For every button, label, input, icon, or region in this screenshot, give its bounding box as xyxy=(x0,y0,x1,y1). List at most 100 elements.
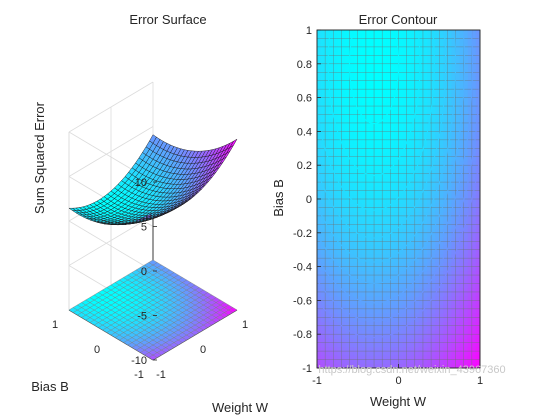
contour-cell xyxy=(467,42,473,48)
contour-cell xyxy=(475,89,481,94)
contour-cell xyxy=(361,249,367,255)
contour-cell xyxy=(467,338,473,344)
contour-cell xyxy=(390,30,395,35)
contour-cell xyxy=(406,228,412,234)
contour-cell xyxy=(467,232,473,238)
contour-cell xyxy=(443,169,448,175)
contour-cell xyxy=(349,110,355,115)
contour-cell xyxy=(337,55,342,60)
contour-cell xyxy=(402,258,408,263)
contour-cell xyxy=(414,30,420,35)
contour-cell xyxy=(414,156,420,162)
contour-cell xyxy=(349,325,355,331)
contour-cell xyxy=(345,266,350,272)
contour-cell xyxy=(459,321,465,327)
contour-cell xyxy=(414,329,420,335)
contour-cell xyxy=(378,220,383,225)
contour-cell xyxy=(386,177,391,183)
contour-cell xyxy=(471,160,477,166)
contour-cell xyxy=(325,101,330,107)
contour-cell xyxy=(341,76,346,82)
contour-cell xyxy=(374,186,379,191)
contour-cell xyxy=(378,334,383,339)
contour-cell xyxy=(406,262,412,268)
contour-cell xyxy=(349,245,355,251)
contour-cell xyxy=(365,118,371,124)
contour-cell xyxy=(321,89,326,94)
contour-cell xyxy=(361,68,367,73)
contour-cell xyxy=(455,334,461,339)
contour-cell xyxy=(455,84,461,90)
contour-cell xyxy=(475,122,481,128)
contour-cell xyxy=(471,355,477,360)
contour-cell xyxy=(365,101,371,107)
contour-cell xyxy=(394,173,399,179)
contour-cell xyxy=(406,220,412,225)
contour-cell xyxy=(471,262,477,268)
contour-cell xyxy=(467,51,473,56)
contour-cell xyxy=(467,258,473,263)
contour-cell xyxy=(443,106,448,111)
contour-cell xyxy=(365,355,371,360)
contour-cell xyxy=(447,270,452,276)
contour-cell xyxy=(410,55,416,60)
x-tick-label: 1 xyxy=(477,375,483,387)
contour-cell xyxy=(321,80,326,86)
contour-cell xyxy=(337,359,342,365)
contour-cell xyxy=(435,97,440,103)
contour-cell xyxy=(357,122,363,128)
contour-cell xyxy=(365,304,371,310)
contour-cell xyxy=(471,338,477,344)
contour-cell xyxy=(386,346,391,352)
contour-cell xyxy=(463,194,469,200)
contour-cell xyxy=(467,355,473,360)
contour-cell xyxy=(402,63,408,69)
contour-cell xyxy=(443,245,448,251)
contour-cell xyxy=(422,283,428,289)
contour-cell xyxy=(463,342,469,348)
contour-cell xyxy=(394,355,399,360)
contour-cell xyxy=(398,203,403,208)
contour-cell xyxy=(422,228,428,234)
contour-cell xyxy=(357,359,363,365)
contour-cell xyxy=(341,165,346,170)
contour-cell xyxy=(463,262,469,268)
contour-cell xyxy=(455,291,461,297)
contour-cell xyxy=(357,270,363,276)
contour-cell xyxy=(463,266,469,272)
contour-cell xyxy=(341,359,346,365)
contour-cell xyxy=(443,152,448,158)
contour-cell xyxy=(398,169,403,175)
contour-cell xyxy=(451,194,456,200)
contour-cell xyxy=(439,199,444,204)
contour-cell xyxy=(386,63,391,69)
contour-cell xyxy=(317,296,322,301)
contour-cell xyxy=(435,228,440,234)
contour-cell xyxy=(337,207,342,213)
contour-cell xyxy=(349,139,355,145)
contour-cell xyxy=(447,110,452,115)
contour-cell xyxy=(459,359,465,365)
contour-cell xyxy=(341,51,346,56)
contour-cell xyxy=(451,359,456,365)
contour-cell xyxy=(394,215,399,221)
contour-cell xyxy=(353,194,359,200)
contour-cell xyxy=(410,287,416,293)
contour-cell xyxy=(451,114,456,120)
contour-cell xyxy=(337,110,342,115)
contour-cell xyxy=(382,207,387,213)
contour-cell xyxy=(435,51,440,56)
contour-cell xyxy=(422,97,428,103)
contour-cell xyxy=(439,363,444,369)
contour-cell xyxy=(321,275,326,280)
contour-cell xyxy=(398,139,403,145)
contour-cell xyxy=(439,283,444,289)
contour-cell xyxy=(333,106,338,111)
contour-cell xyxy=(382,51,387,56)
contour-cell xyxy=(365,110,371,115)
contour-cell xyxy=(406,148,412,153)
contour-cell xyxy=(427,55,432,60)
contour-cell xyxy=(451,59,456,65)
contour-cell xyxy=(435,215,440,221)
contour-cell xyxy=(325,317,330,322)
